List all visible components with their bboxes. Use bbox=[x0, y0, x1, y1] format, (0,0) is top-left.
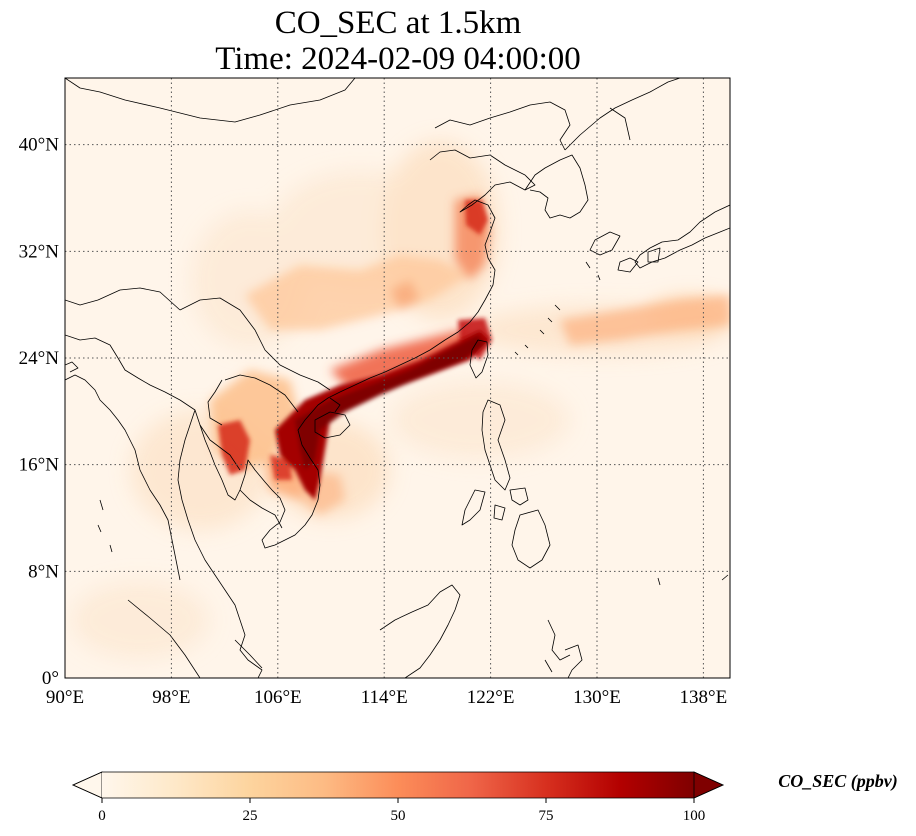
lat-tick-label: 8°N bbox=[28, 561, 59, 582]
lon-tick-label: 138°E bbox=[680, 687, 728, 708]
map-gridlines bbox=[65, 78, 730, 678]
colorbar-tick-label: 75 bbox=[539, 808, 554, 824]
colorbar-gradient bbox=[102, 772, 694, 798]
lat-tick-label: 32°N bbox=[19, 241, 60, 262]
map-frame bbox=[64, 77, 731, 679]
coastlines-and-borders bbox=[65, 78, 730, 678]
lat-tick-label: 16°N bbox=[19, 455, 60, 476]
colorbar-ticks: 0 25 50 75 100 bbox=[98, 798, 705, 824]
colorbar: 0 25 50 75 100 CO_SEC (ppbv) bbox=[72, 771, 898, 824]
map-subtitle-time: Time: 2024-02-09 04:00:00 bbox=[215, 41, 581, 77]
lat-tick-label: 0° bbox=[42, 668, 59, 689]
map-title: CO_SEC at 1.5km bbox=[274, 5, 522, 41]
colorbar-label: CO_SEC (ppbv) bbox=[778, 771, 898, 792]
colorbar-tick-label: 100 bbox=[683, 808, 706, 824]
co-sec-concentration-field bbox=[70, 140, 730, 660]
lon-tick-label: 106°E bbox=[254, 687, 302, 708]
colorbar-extend-low bbox=[72, 771, 103, 799]
colorbar-tick-label: 50 bbox=[391, 808, 406, 824]
lat-tick-label: 24°N bbox=[19, 348, 60, 369]
lon-tick-label: 98°E bbox=[152, 687, 190, 708]
colorbar-extend-high bbox=[693, 771, 724, 799]
longitude-tick-labels: 90°E 98°E 106°E 114°E 122°E 130°E 138°E bbox=[46, 687, 727, 708]
lon-tick-label: 130°E bbox=[573, 687, 621, 708]
colorbar-tick-label: 25 bbox=[243, 808, 258, 824]
lon-tick-label: 114°E bbox=[361, 687, 408, 708]
colorbar-tick-label: 0 bbox=[98, 808, 106, 824]
latitude-tick-labels: 0° 8°N 16°N 24°N 32°N 40°N bbox=[19, 135, 60, 689]
lon-tick-label: 90°E bbox=[46, 687, 84, 708]
lat-tick-label: 40°N bbox=[19, 135, 60, 156]
lon-tick-label: 122°E bbox=[467, 687, 515, 708]
